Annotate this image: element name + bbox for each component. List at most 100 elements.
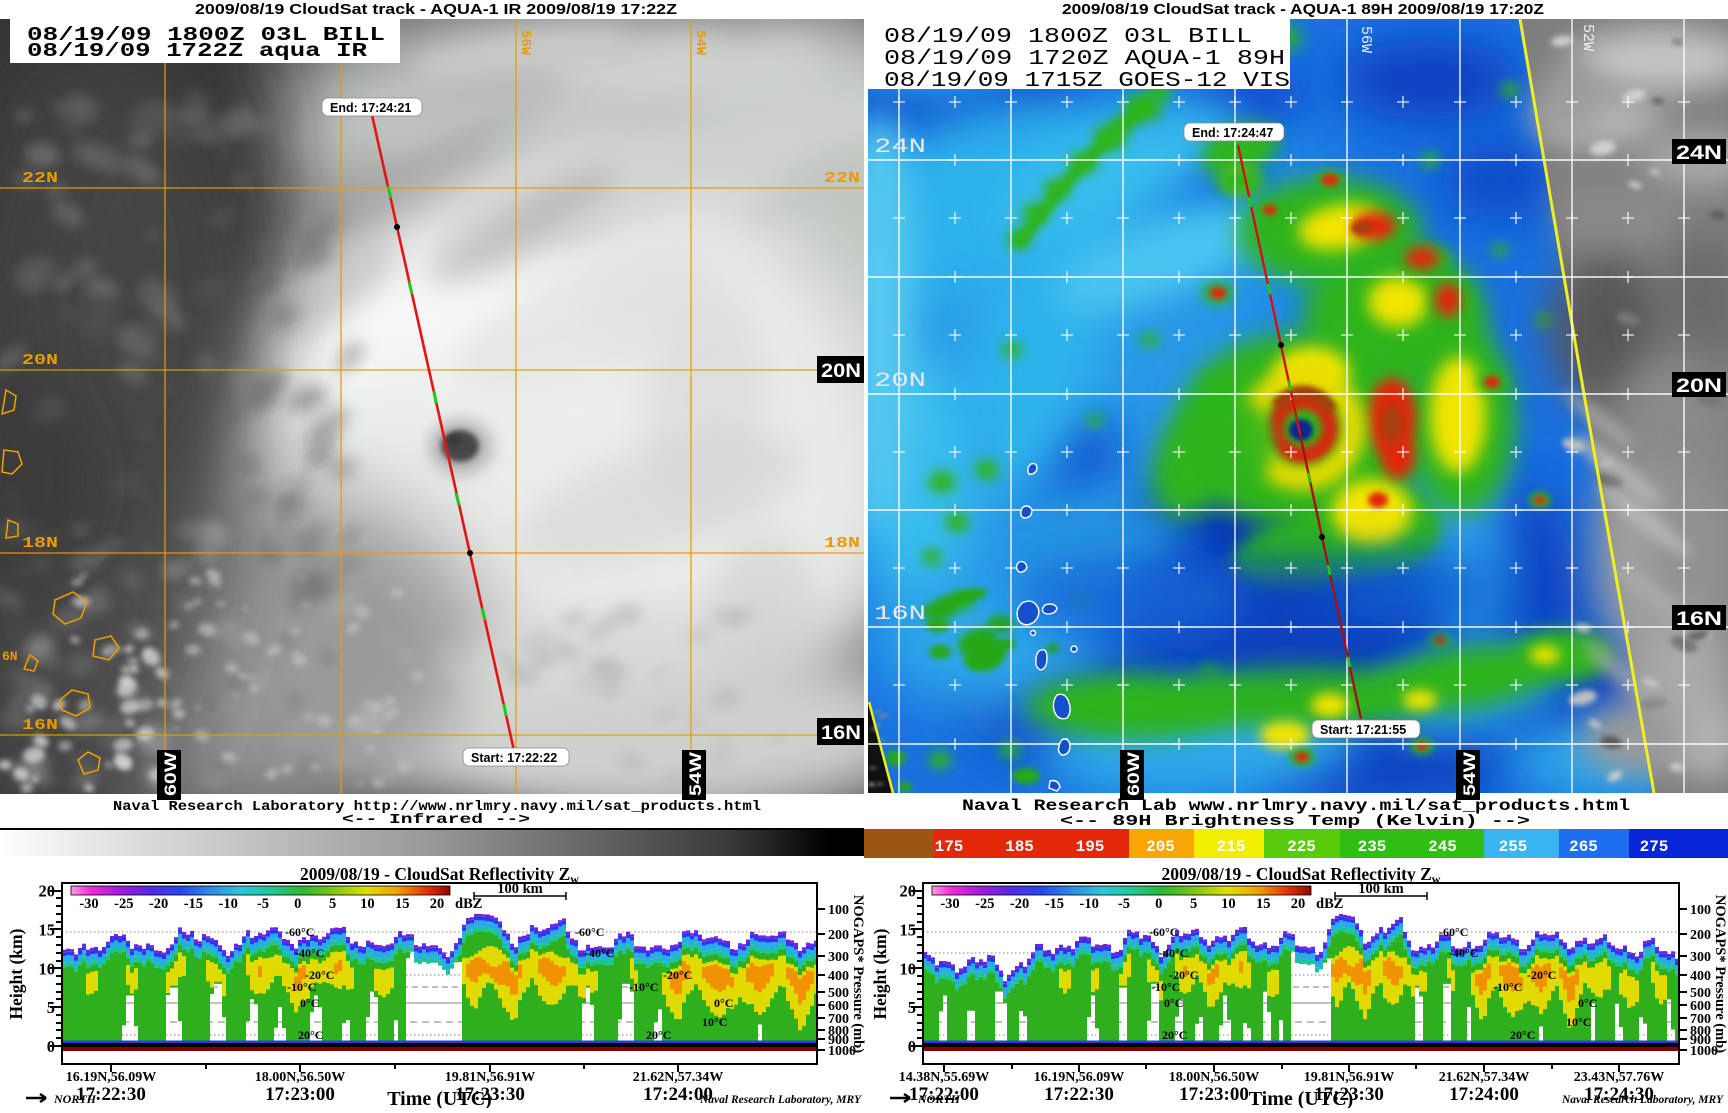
svg-text:17:24:00: 17:24:00 (1449, 1084, 1519, 1105)
svg-text:-40°C: -40°C (585, 946, 614, 960)
svg-text:20°C: 20°C (646, 1028, 671, 1042)
svg-text:-40°C: -40°C (1449, 946, 1478, 960)
svg-text:-10°C: -10°C (629, 980, 658, 994)
svg-text:20N: 20N (874, 370, 926, 393)
svg-text:19.81N,56.91W: 19.81N,56.91W (445, 1070, 536, 1085)
svg-text:100 km: 100 km (497, 881, 543, 897)
svg-text:185: 185 (1005, 838, 1034, 856)
svg-text:275: 275 (1640, 838, 1669, 856)
svg-text:17:22:30: 17:22:30 (1044, 1084, 1114, 1105)
svg-text:-60°C: -60°C (285, 925, 314, 939)
svg-text:54W: 54W (692, 30, 708, 56)
svg-text:5: 5 (47, 998, 55, 1017)
svg-text:17:22:30: 17:22:30 (76, 1084, 146, 1105)
svg-text:200: 200 (828, 928, 849, 943)
svg-text:2009/08/19 - CloudSat Reflecti: 2009/08/19 - CloudSat Reflectivity Zw (300, 864, 579, 886)
svg-text:-20°C: -20°C (1527, 968, 1556, 982)
svg-text:60W: 60W (161, 751, 180, 796)
svg-text:Naval Research Laboratory, MRY: Naval Research Laboratory, MRY (699, 1094, 862, 1106)
svg-text:56W: 56W (517, 30, 533, 56)
svg-text:16.19N,56.09W: 16.19N,56.09W (66, 1070, 157, 1085)
svg-text:16N: 16N (22, 717, 58, 734)
svg-text:08/19/09 1715Z GOES-12 VIS: 08/19/09 1715Z GOES-12 VIS (884, 70, 1290, 93)
svg-text:0: 0 (47, 1037, 55, 1056)
svg-text:-60°C: -60°C (1439, 925, 1468, 939)
svg-text:0°C: 0°C (300, 996, 319, 1010)
svg-text:22N: 22N (824, 170, 860, 187)
svg-text:-10: -10 (219, 896, 238, 912)
svg-text:10: 10 (900, 959, 917, 978)
svg-text:17:24:30: 17:24:30 (1584, 1084, 1654, 1105)
svg-text:20: 20 (39, 882, 56, 901)
svg-text:21.62N,57.34W: 21.62N,57.34W (633, 1070, 724, 1085)
svg-text:<-- 89H Brightness Temp (Kel: <-- 89H Brightness Temp (Kelvin) --> (1060, 813, 1530, 830)
svg-text:20°C: 20°C (1510, 1028, 1535, 1042)
svg-text:-10°C: -10°C (1493, 980, 1522, 994)
svg-text:dBZ: dBZ (455, 896, 482, 912)
svg-text:1000: 1000 (1690, 1044, 1718, 1059)
svg-text:255: 255 (1499, 838, 1528, 856)
svg-text:0°C: 0°C (1578, 996, 1597, 1010)
svg-text:265: 265 (1569, 838, 1598, 856)
svg-text:NORTH: NORTH (53, 1092, 97, 1106)
svg-text:NOGAPS* Pressure (mb): NOGAPS* Pressure (mb) (1712, 895, 1728, 1053)
svg-text:NORTH: NORTH (917, 1092, 961, 1106)
svg-text:400: 400 (828, 969, 849, 984)
svg-text:2009/08/19 - CloudSat Reflecti: 2009/08/19 - CloudSat Reflectivity Zw (1162, 864, 1441, 886)
svg-text:16N: 16N (874, 603, 926, 626)
svg-text:10°C: 10°C (1566, 1015, 1591, 1029)
svg-text:20N: 20N (1676, 376, 1722, 397)
svg-text:800: 800 (1690, 1024, 1711, 1039)
svg-text:-15: -15 (1045, 896, 1064, 912)
svg-text:19.81N,56.91W: 19.81N,56.91W (1304, 1070, 1395, 1085)
svg-text:16N: 16N (821, 723, 861, 744)
svg-text:Start: 17:22:22: Start: 17:22:22 (471, 751, 557, 765)
svg-text:20: 20 (430, 896, 445, 912)
svg-text:Time (UTC): Time (UTC) (387, 1088, 492, 1108)
svg-text:54W: 54W (1460, 751, 1479, 796)
svg-text:-30: -30 (940, 896, 959, 912)
svg-text:-20°C: -20°C (1169, 968, 1198, 982)
svg-text:15: 15 (39, 920, 56, 939)
svg-text:21.62N,57.34W: 21.62N,57.34W (1439, 1070, 1530, 1085)
svg-text:-60°C: -60°C (1149, 925, 1178, 939)
svg-text:10: 10 (39, 959, 56, 978)
svg-text:15: 15 (395, 896, 410, 912)
svg-text:16N: 16N (1676, 609, 1722, 630)
svg-text:18.00N,56.50W: 18.00N,56.50W (1169, 1070, 1260, 1085)
svg-text:0: 0 (294, 896, 301, 912)
svg-text:23.43N,57.76W: 23.43N,57.76W (1574, 1070, 1665, 1085)
svg-text:16.19N,56.09W: 16.19N,56.09W (1034, 1070, 1125, 1085)
svg-text:0: 0 (908, 1037, 916, 1056)
svg-text:Naval Research Lab www.nrlmry: Naval Research Lab www.nrlmry.navy.mil/s… (962, 797, 1630, 815)
svg-text:<-- Infrared -->: <-- Infrared --> (342, 813, 530, 828)
svg-text:900: 900 (1690, 1033, 1711, 1048)
svg-text:18N: 18N (22, 535, 58, 552)
svg-text:-30: -30 (79, 896, 98, 912)
svg-text:20°C: 20°C (1162, 1028, 1187, 1042)
svg-text:10: 10 (360, 896, 375, 912)
svg-text:08/19/09 1800Z 03L BILL: 08/19/09 1800Z 03L BILL (884, 26, 1252, 49)
svg-text:-40°C: -40°C (1159, 946, 1188, 960)
svg-text:17:24:00: 17:24:00 (643, 1084, 713, 1105)
svg-text:08/19/09 1800Z 03L BILL: 08/19/09 1800Z 03L BILL (27, 24, 385, 46)
svg-text:60W: 60W (1124, 751, 1143, 796)
svg-text:20: 20 (1291, 896, 1306, 912)
svg-text:17:23:30: 17:23:30 (455, 1084, 525, 1105)
svg-text:-20°C: -20°C (663, 968, 692, 982)
svg-text:225: 225 (1287, 838, 1316, 856)
svg-text:08/19/09 1722Z aqua IR: 08/19/09 1722Z aqua IR (27, 40, 368, 62)
svg-text:54W: 54W (686, 751, 705, 796)
svg-text:-15: -15 (184, 896, 203, 912)
svg-text:20N: 20N (821, 361, 861, 382)
svg-text:Height (km): Height (km) (6, 928, 26, 1019)
svg-text:5: 5 (908, 998, 916, 1017)
svg-text:100: 100 (828, 903, 849, 918)
svg-text:17:22:00: 17:22:00 (909, 1084, 979, 1105)
svg-text:235: 235 (1358, 838, 1387, 856)
svg-text:24N: 24N (874, 136, 926, 159)
svg-text:End: 17:24:47: End: 17:24:47 (1192, 126, 1273, 140)
svg-text:2009/08/19 CloudSat track - AQ: 2009/08/19 CloudSat track - AQUA-1 89H 2… (1062, 2, 1544, 18)
svg-text:15: 15 (1256, 896, 1271, 912)
svg-text:dBZ: dBZ (1316, 896, 1343, 912)
